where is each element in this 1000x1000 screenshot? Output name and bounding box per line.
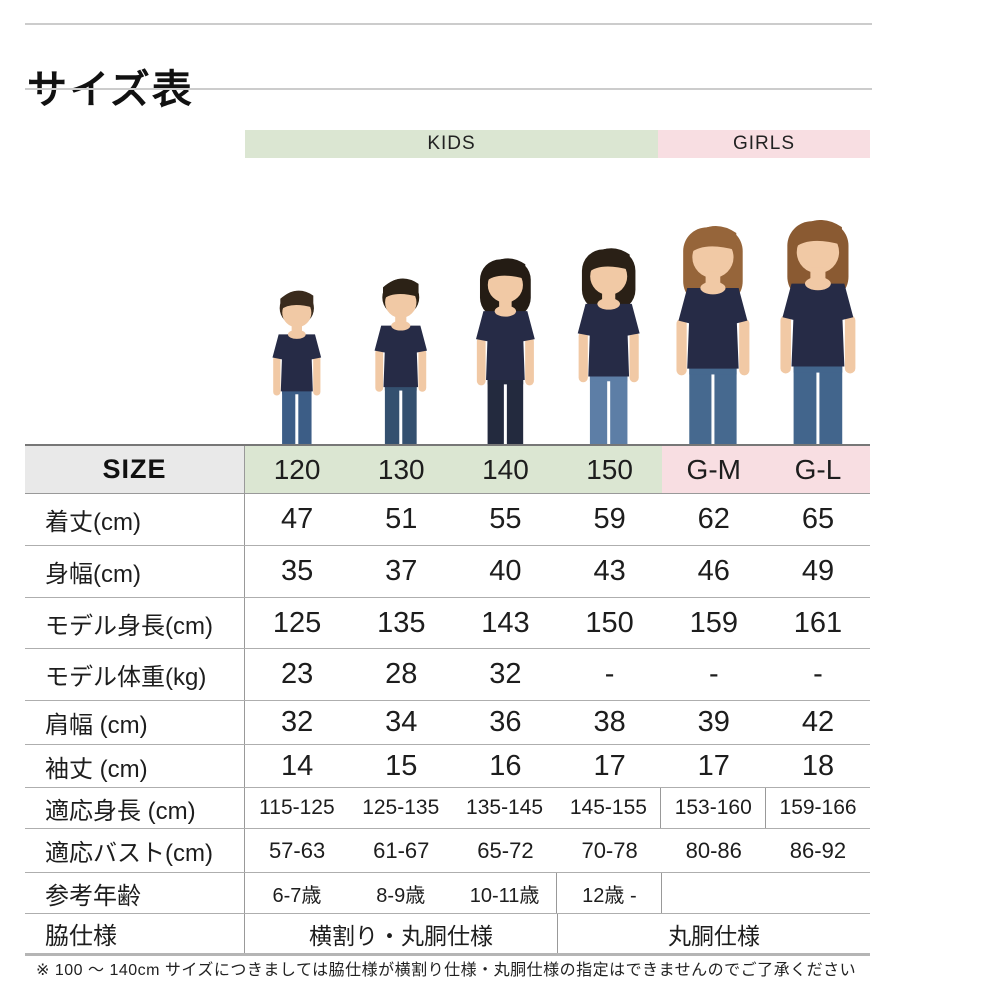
row-label: 身幅(cm)	[25, 546, 245, 597]
model-photo-120	[272, 290, 322, 444]
model-photo-150	[578, 248, 640, 444]
value-cell: 8-9歳	[376, 884, 426, 907]
model-photos	[0, 0, 1000, 444]
table-row-fit-height: 適応身長 (cm) 115-125 125-135 135-145 145-15…	[25, 788, 870, 829]
row-label: 適応身長 (cm)	[25, 788, 245, 828]
row-label: モデル体重(kg)	[25, 649, 245, 700]
value-cell: 62	[697, 503, 730, 535]
value-cell: 14	[280, 749, 314, 782]
value-cell: 12歳 -	[556, 873, 663, 913]
value-cell: 135	[377, 606, 426, 639]
kids-group-header: KIDS	[245, 130, 658, 158]
footnote: ※ 100 〜 140cm サイズにつきましては脇仕様が横割り仕様・丸胴仕様の指…	[36, 962, 857, 979]
value-cell: 65-72	[477, 837, 534, 863]
value-cell: 153-160	[660, 788, 765, 828]
value-cell: 51	[385, 503, 418, 535]
value-cell: 28	[385, 658, 418, 690]
value-cell: -	[604, 658, 615, 690]
value-cell: 61-67	[373, 837, 430, 863]
row-label: 適応バスト(cm)	[25, 829, 245, 872]
value-cell: 86-92	[789, 837, 847, 863]
value-cell	[766, 873, 870, 913]
value-cell: 70-78	[581, 837, 638, 863]
size-col-120: 120	[245, 446, 350, 493]
value-cell: 10-11歳	[469, 884, 540, 907]
size-header-cell: SIZE	[25, 446, 245, 493]
value-cell: 18	[801, 749, 835, 782]
value-cell: 16	[489, 749, 522, 782]
row-label: 肩幅 (cm)	[25, 701, 245, 744]
value-cell: 15	[385, 749, 418, 782]
value-cell: 17	[593, 749, 626, 782]
value-cell: 6-7歳	[272, 884, 322, 907]
side-spec-girls-value: 丸胴仕様	[668, 922, 760, 949]
value-cell: 125	[272, 606, 322, 639]
girls-group-header: GIRLS	[658, 130, 870, 158]
size-col-130: 130	[349, 446, 454, 493]
value-cell: 49	[801, 555, 835, 587]
table-row-body-width: 身幅(cm) 35 37 40 43 46 49	[25, 546, 870, 598]
value-cell: 40	[489, 555, 522, 587]
value-cell: 57-63	[268, 837, 326, 863]
row-label: モデル身長(cm)	[25, 598, 245, 648]
value-cell: 125-135	[362, 796, 440, 819]
value-cell: 59	[593, 503, 626, 535]
table-row-side-spec: 脇仕様 横割り・丸胴仕様 丸胴仕様	[25, 914, 870, 953]
table-header-row: SIZE 120 130 140 150 G-M G-L	[25, 446, 871, 494]
row-label: 脇仕様	[25, 914, 245, 953]
value-cell: -	[813, 658, 823, 690]
value-cell: 38	[593, 706, 626, 738]
value-cell: 80-86	[685, 837, 742, 863]
group-header: KIDS GIRLS	[245, 130, 870, 158]
value-cell: 23	[280, 658, 314, 690]
value-cell: 46	[697, 555, 730, 587]
value-cell: 145-155	[569, 796, 647, 819]
title-divider	[25, 88, 872, 90]
size-table: SIZE 120 130 140 150 G-M G-L 着丈(cm) 47 5…	[25, 444, 871, 956]
side-spec-kids-value: 横割り・丸胴仕様	[245, 914, 558, 953]
value-cell: 35	[280, 555, 314, 587]
value-cell	[662, 873, 766, 913]
size-col-150: 150	[557, 446, 662, 493]
table-row-fit-bust: 適応バスト(cm) 57-63 61-67 65-72 70-78 80-86 …	[25, 829, 870, 873]
model-photo-140	[475, 258, 535, 444]
value-cell: 32	[489, 658, 522, 690]
table-row-body-length: 着丈(cm) 47 51 55 59 62 65	[25, 494, 870, 546]
value-cell: 42	[801, 706, 835, 738]
value-cell: 34	[385, 706, 418, 738]
value-cell: 159	[689, 606, 738, 639]
value-cell: 36	[489, 706, 522, 738]
value-cell: 161	[793, 606, 843, 639]
model-photo-G-M	[676, 226, 750, 444]
table-row-reference-age: 参考年齢 6-7歳 8-9歳 10-11歳 12歳 -	[25, 873, 870, 914]
value-cell: 55	[489, 503, 522, 535]
size-col-gl: G-L	[765, 446, 871, 493]
top-divider	[25, 23, 872, 25]
value-cell: 43	[593, 555, 626, 587]
value-cell: 37	[385, 555, 418, 587]
row-label: 着丈(cm)	[25, 494, 245, 545]
model-photo-130	[374, 278, 428, 444]
table-row-sleeve-length: 袖丈 (cm) 14 15 16 17 17 18	[25, 745, 870, 788]
table-row-shoulder-width: 肩幅 (cm) 32 34 36 38 39 42	[25, 701, 870, 745]
size-col-gm: G-M	[661, 446, 766, 493]
table-row-model-height: モデル身長(cm) 125 135 143 150 159 161	[25, 598, 870, 649]
value-cell: 65	[801, 503, 835, 535]
value-cell: 143	[481, 606, 530, 639]
value-cell: 47	[280, 503, 314, 535]
value-cell: -	[708, 658, 719, 690]
value-cell: 115-125	[259, 796, 335, 819]
row-label: 参考年齢	[25, 873, 245, 913]
row-label: 袖丈 (cm)	[25, 745, 245, 787]
value-cell: 32	[280, 706, 314, 738]
value-cell: 135-145	[466, 796, 544, 819]
value-cell: 17	[697, 749, 730, 782]
value-cell: 150	[585, 606, 634, 639]
size-col-140: 140	[453, 446, 558, 493]
value-cell: 39	[697, 706, 730, 738]
model-photo-G-L	[780, 220, 856, 444]
value-cell: 159-166	[765, 788, 870, 828]
table-row-model-weight: モデル体重(kg) 23 28 32 - - -	[25, 649, 870, 701]
